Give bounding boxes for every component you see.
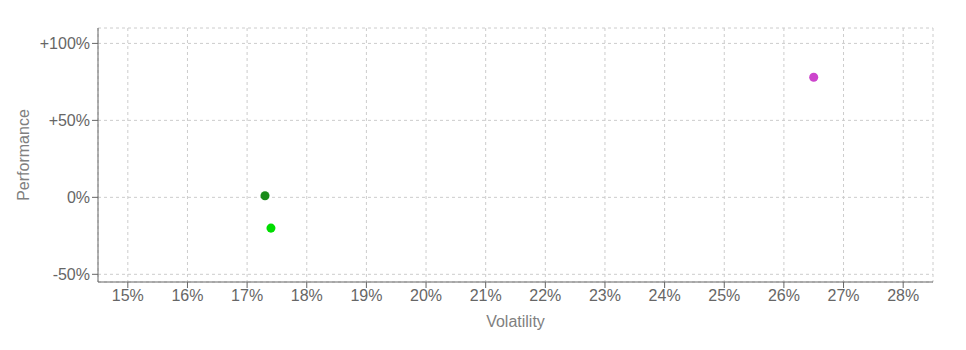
svg-text:25%: 25% [708,287,740,304]
svg-text:21%: 21% [470,287,502,304]
svg-text:+50%: +50% [49,112,90,129]
svg-text:20%: 20% [410,287,442,304]
svg-text:-50%: -50% [53,266,90,283]
svg-text:15%: 15% [112,287,144,304]
svg-text:27%: 27% [828,287,860,304]
svg-text:28%: 28% [887,287,919,304]
svg-text:18%: 18% [291,287,323,304]
svg-text:17%: 17% [231,287,263,304]
svg-text:26%: 26% [768,287,800,304]
svg-text:22%: 22% [529,287,561,304]
svg-text:23%: 23% [589,287,621,304]
svg-text:19%: 19% [350,287,382,304]
svg-text:Volatility: Volatility [486,313,545,330]
svg-text:24%: 24% [649,287,681,304]
svg-text:0%: 0% [67,189,90,206]
svg-text:+100%: +100% [40,35,90,52]
svg-text:Performance: Performance [15,109,32,201]
svg-text:16%: 16% [171,287,203,304]
